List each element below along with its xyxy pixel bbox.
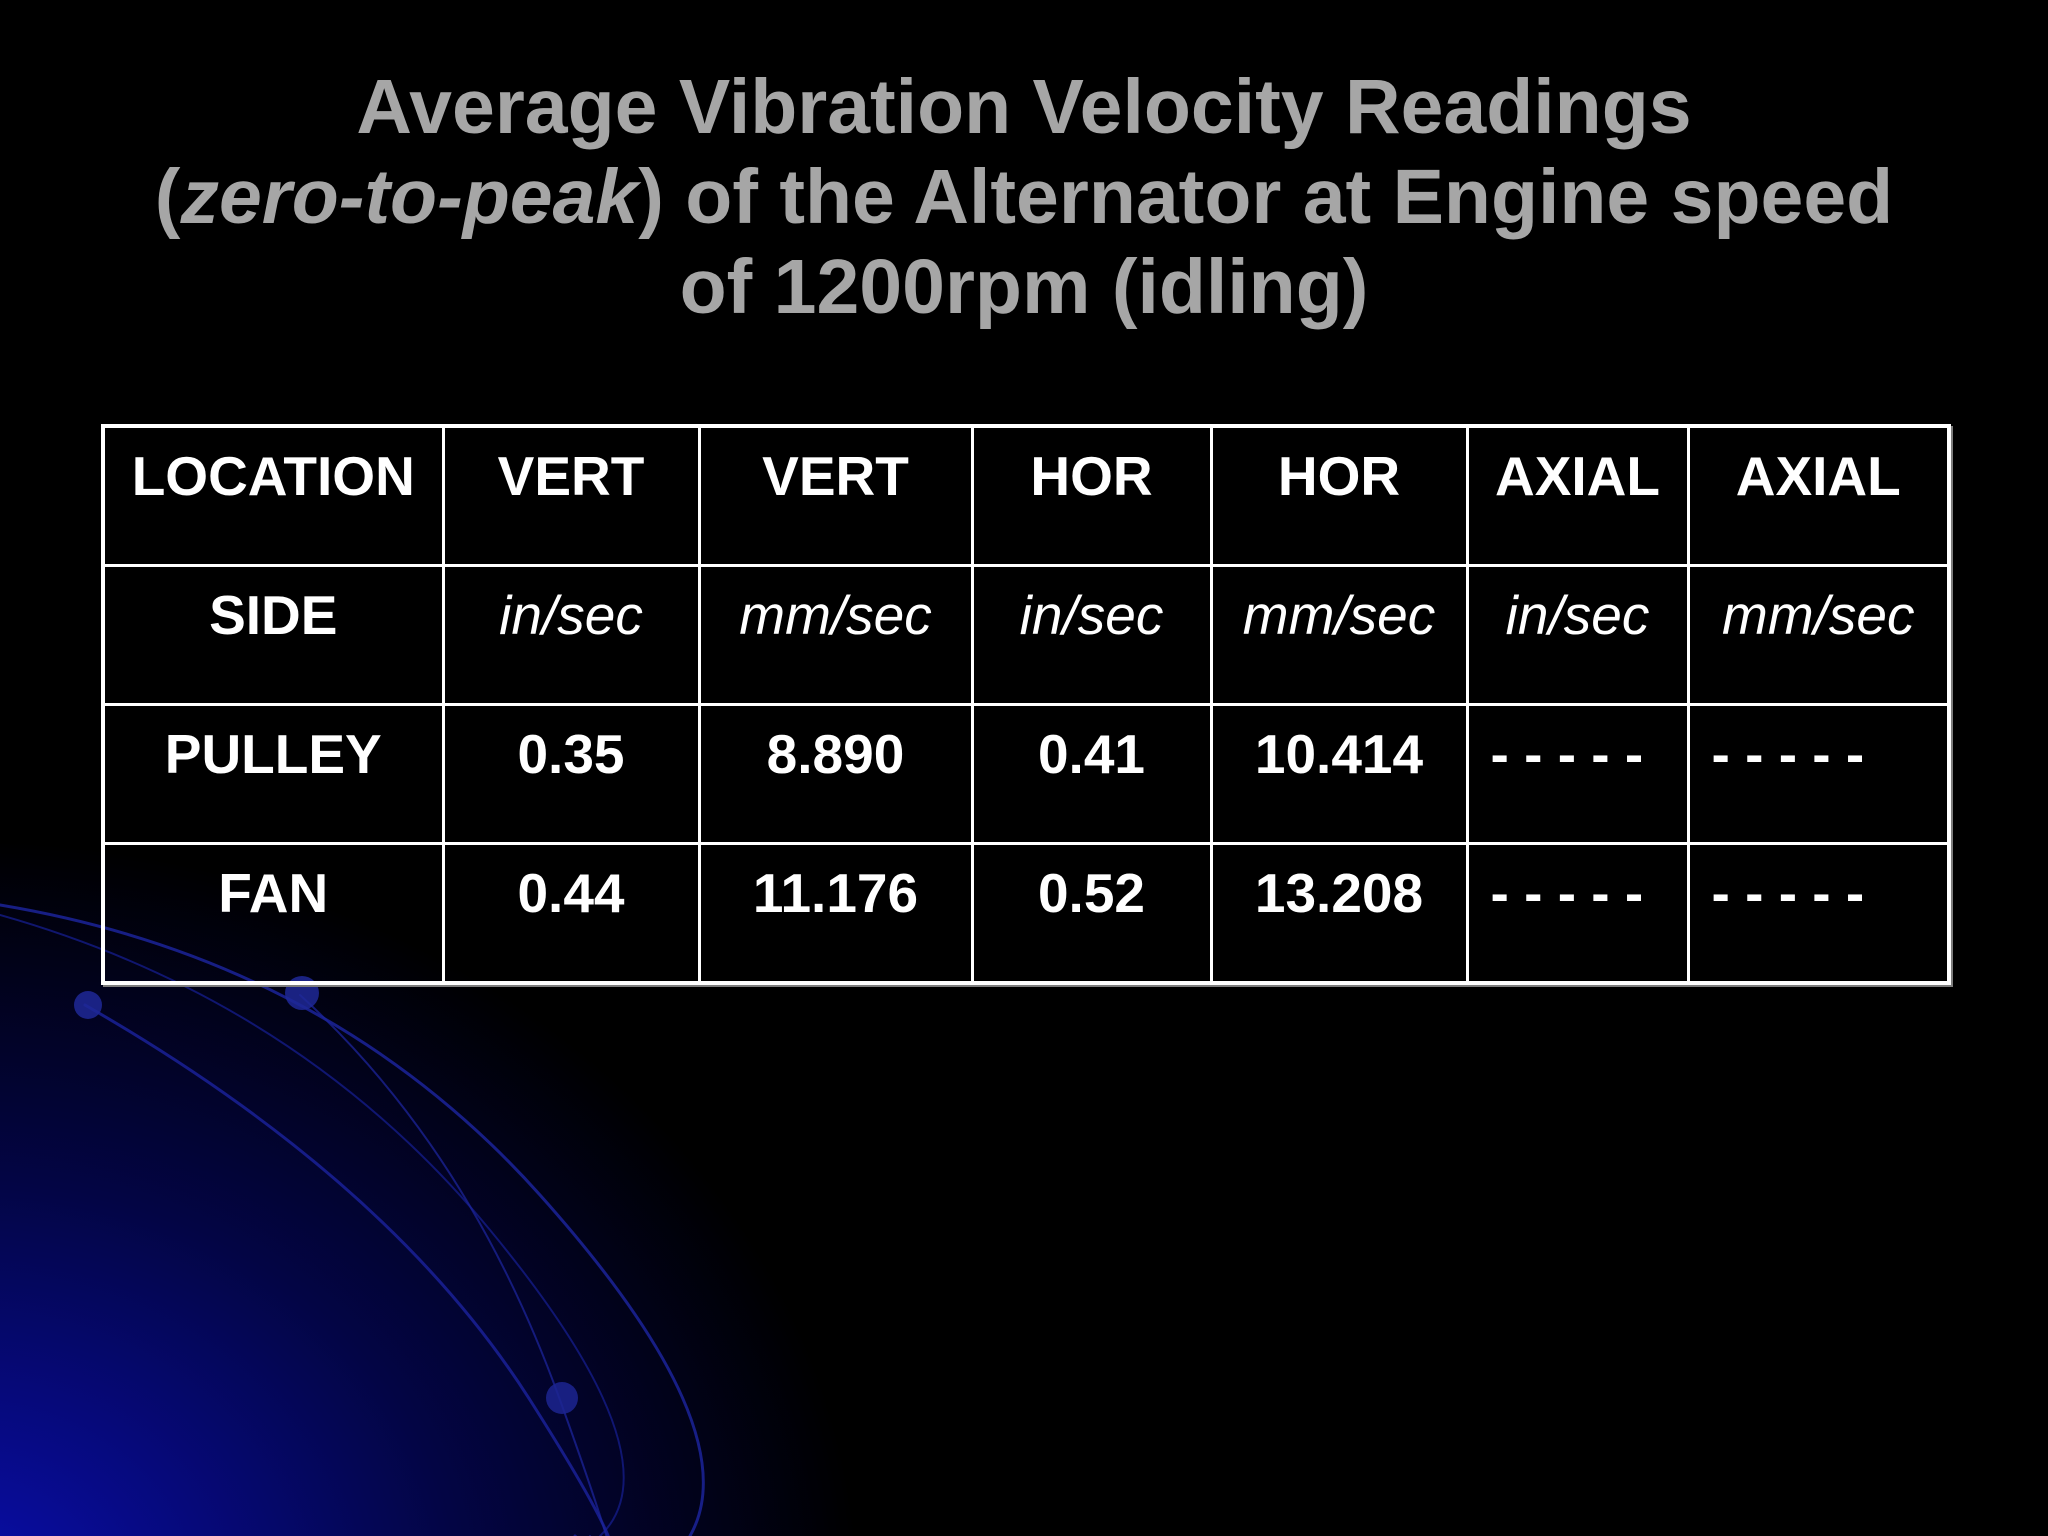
units-cell-side: SIDE	[101, 564, 445, 706]
header-cell-hor: HOR	[1209, 424, 1469, 567]
table-cell: 11.176	[697, 842, 974, 985]
units-cell: in/sec	[1465, 564, 1690, 706]
units-cell: in/sec	[970, 564, 1213, 706]
table-cell: 8.890	[697, 703, 974, 845]
units-cell: in/sec	[441, 564, 701, 706]
header-cell-vert: VERT	[441, 424, 701, 567]
title-paren-open: (	[154, 154, 181, 240]
header-cell-axial: AXIAL	[1465, 424, 1690, 567]
table-units-row: SIDE in/sec mm/sec in/sec mm/sec in/sec …	[101, 564, 1951, 706]
title-line-3: of 1200rpm (idling)	[679, 244, 1369, 330]
table-row-fan: FAN 0.44 11.176 0.52 13.208 - - - - - - …	[101, 842, 1951, 985]
table-header-row: LOCATION VERT VERT HOR HOR AXIAL AXIAL	[101, 424, 1951, 567]
table-cell-empty: - - - - -	[1465, 842, 1690, 985]
table-cell: 10.414	[1209, 703, 1469, 845]
arc-line	[83, 1003, 610, 1536]
row-label-fan: FAN	[101, 842, 445, 985]
arc-line	[299, 994, 608, 1536]
table-cell: 0.44	[441, 842, 701, 985]
units-cell: mm/sec	[1209, 564, 1469, 706]
table-cell-empty: - - - - -	[1465, 703, 1690, 845]
title-line-2-rest: ) of the Alternator at Engine speed	[638, 154, 1894, 240]
table-cell: 0.35	[441, 703, 701, 845]
vibration-readings-table: LOCATION VERT VERT HOR HOR AXIAL AXIAL S…	[101, 424, 1951, 985]
table-cell: 13.208	[1209, 842, 1469, 985]
row-label-pulley: PULLEY	[101, 703, 445, 845]
units-cell: mm/sec	[1686, 564, 1951, 706]
slide-title: Average Vibration Velocity Readings (zer…	[60, 62, 1988, 332]
arc-bead	[546, 1382, 578, 1414]
header-cell-location: LOCATION	[101, 424, 445, 567]
table-cell-empty: - - - - -	[1686, 842, 1951, 985]
table-cell-empty: - - - - -	[1686, 703, 1951, 845]
arc-bead	[74, 991, 102, 1019]
header-cell-hor: HOR	[970, 424, 1213, 567]
header-cell-axial: AXIAL	[1686, 424, 1951, 567]
header-cell-vert: VERT	[697, 424, 974, 567]
title-line-1: Average Vibration Velocity Readings	[356, 64, 1692, 150]
arc-line	[0, 903, 705, 1536]
title-line-2: (zero-to-peak) of the Alternator at Engi…	[60, 152, 1988, 242]
table-cell: 0.52	[970, 842, 1213, 985]
table-row-pulley: PULLEY 0.35 8.890 0.41 10.414 - - - - - …	[101, 703, 1951, 845]
title-zero-to-peak: zero-to-peak	[180, 154, 639, 240]
table-cell: 0.41	[970, 703, 1213, 845]
units-cell: mm/sec	[697, 564, 974, 706]
